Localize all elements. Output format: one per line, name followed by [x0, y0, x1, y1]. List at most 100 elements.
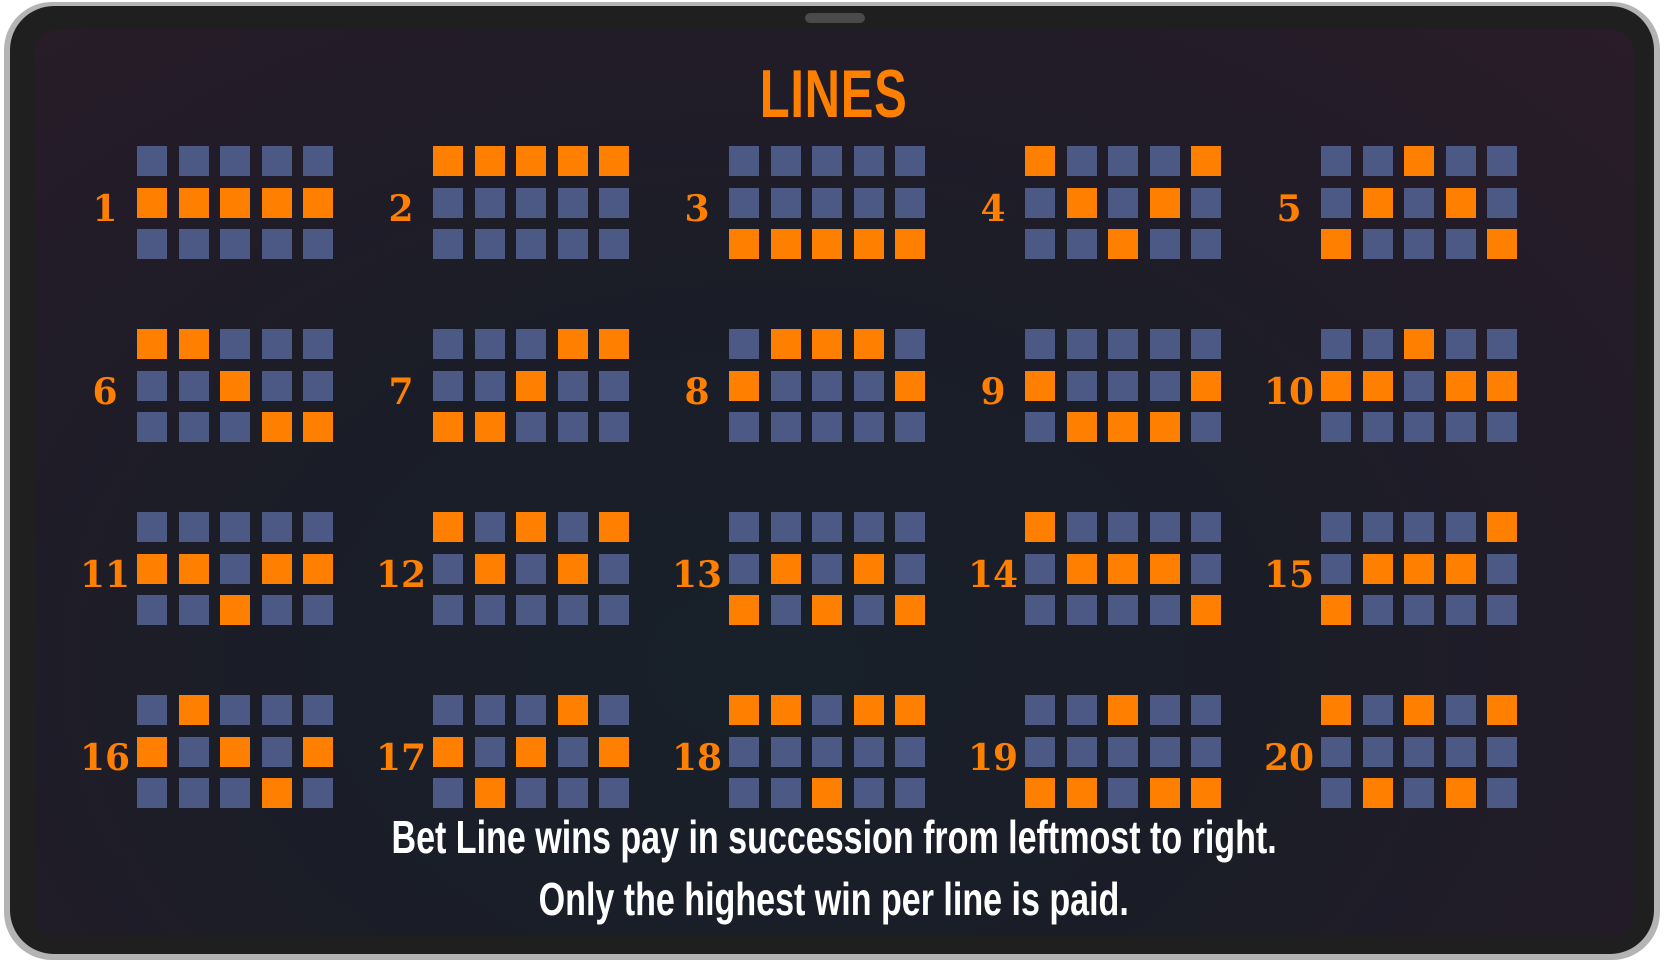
payline-cell — [812, 370, 842, 401]
payline-cell-active — [599, 736, 629, 767]
payline-cell — [770, 778, 801, 808]
payline-cell — [729, 146, 759, 176]
payline-cell — [474, 187, 505, 218]
payline-cell — [1108, 512, 1138, 542]
payline-cell — [599, 778, 629, 808]
payline-cell — [1066, 595, 1097, 625]
payline-cell — [853, 736, 884, 767]
payline-cell — [770, 595, 801, 625]
payline-cell — [1487, 736, 1517, 767]
payline-cell — [516, 412, 546, 442]
payline-number: 20 — [1263, 737, 1315, 779]
payline-cell — [1025, 412, 1055, 442]
payline-cell-active — [261, 412, 292, 442]
payline-cell — [137, 695, 167, 725]
payline-cell — [895, 736, 925, 767]
payline-cell-active — [770, 229, 801, 259]
payline-cell — [1445, 595, 1476, 625]
payline-cell — [1362, 229, 1393, 259]
payline-cell-active — [178, 695, 209, 725]
payline-cell — [1066, 512, 1097, 542]
payline-cell — [1025, 595, 1055, 625]
payline-cell — [812, 553, 842, 584]
payline-cell — [1321, 412, 1351, 442]
payline-cell-active — [895, 370, 925, 401]
payline-cell — [1445, 412, 1476, 442]
payline-cell-active — [1445, 553, 1476, 584]
payline-cell — [1191, 187, 1221, 218]
payline-cell — [474, 595, 505, 625]
payline-cell-active — [1404, 695, 1434, 725]
payline-cell — [770, 412, 801, 442]
payline-cell — [1404, 595, 1434, 625]
payline-cell — [1066, 736, 1097, 767]
payline-cell-active — [1404, 146, 1434, 176]
drag-handle[interactable] — [805, 13, 865, 23]
payline-cell-active — [1066, 778, 1097, 808]
payline-cell — [516, 695, 546, 725]
payline-cell-active — [220, 736, 250, 767]
payline-cell-active — [1404, 329, 1434, 359]
payline-cell — [1149, 736, 1180, 767]
payline-number: 4 — [980, 188, 1006, 230]
payline-cell — [812, 187, 842, 218]
payline-cell-active — [516, 146, 546, 176]
payline-cell — [1191, 512, 1221, 542]
payline-cell-active — [137, 736, 167, 767]
payline-cell — [1108, 370, 1138, 401]
payline-cell — [516, 229, 546, 259]
payline-cell-active — [1404, 553, 1434, 584]
payline-cell-active — [557, 695, 588, 725]
payline-cell-active — [1108, 229, 1138, 259]
payline-cell — [1321, 553, 1351, 584]
payline-cell-active — [1191, 778, 1221, 808]
payline-cell — [599, 695, 629, 725]
payline-cell — [1321, 329, 1351, 359]
payline-cell — [433, 695, 463, 725]
payline-cell — [516, 595, 546, 625]
payline-cell — [303, 146, 333, 176]
payline-cell — [516, 553, 546, 584]
payline-cell — [1108, 146, 1138, 176]
payline-cell — [812, 412, 842, 442]
payline-number: 5 — [1276, 188, 1302, 230]
payline-cell — [178, 512, 209, 542]
payline-cell — [770, 512, 801, 542]
payline-cell-active — [853, 553, 884, 584]
payline-cell — [812, 146, 842, 176]
payline-cell-active — [729, 370, 759, 401]
payline-cell-active — [1321, 595, 1351, 625]
payline-cell — [474, 736, 505, 767]
payline-cell — [1487, 187, 1517, 218]
payline-cell — [895, 412, 925, 442]
payline-cell-active — [433, 146, 463, 176]
payline-cell — [1191, 412, 1221, 442]
payline-cell — [303, 695, 333, 725]
payline-cell — [1025, 187, 1055, 218]
payline-cell — [1487, 146, 1517, 176]
payline-number: 12 — [375, 554, 427, 596]
payline-cell — [1191, 553, 1221, 584]
payline-cell — [1321, 146, 1351, 176]
payline-cell — [812, 512, 842, 542]
payline-cell — [557, 736, 588, 767]
payline-cell — [1445, 512, 1476, 542]
payline-cell-active — [1066, 553, 1097, 584]
payline-cell-active — [1487, 229, 1517, 259]
payline-cell-active — [303, 553, 333, 584]
payline-cell — [1191, 229, 1221, 259]
payline-cell-active — [853, 229, 884, 259]
payline-cell — [853, 187, 884, 218]
payline-cell-active — [1321, 229, 1351, 259]
payline-cell — [433, 553, 463, 584]
payline-cell — [729, 412, 759, 442]
payline-cell — [557, 229, 588, 259]
payline-number: 3 — [684, 188, 710, 230]
payline-cell-active — [1149, 187, 1180, 218]
payline-number: 6 — [92, 371, 118, 413]
payline-cell — [433, 187, 463, 218]
payline-cell — [812, 736, 842, 767]
payline-cell — [1025, 553, 1055, 584]
payline-cell-active — [1149, 778, 1180, 808]
payline-cell — [1321, 512, 1351, 542]
